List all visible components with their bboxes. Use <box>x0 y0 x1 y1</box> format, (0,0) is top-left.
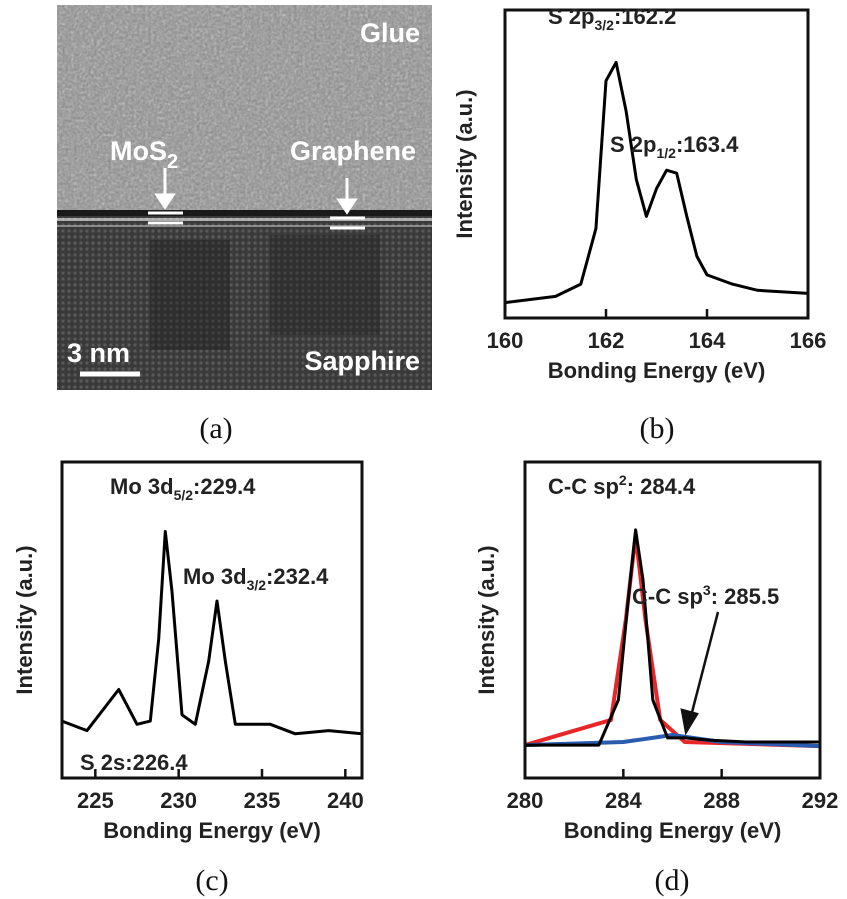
x-tick-label: 235 <box>244 788 281 813</box>
annotation: C-C sp3: 285.5 <box>632 582 779 609</box>
annotation-value: :163.4 <box>676 132 739 157</box>
x-tick-label: 160 <box>487 328 524 353</box>
annotation: Mo 3d3/2:232.4 <box>183 564 329 593</box>
y-axis-label: Intensity (a.u.) <box>452 89 477 238</box>
annotation: S 2p3/2:162.2 <box>548 4 676 33</box>
annotation-value: : 284.4 <box>627 474 696 499</box>
annotation-text: C-C sp <box>548 474 619 499</box>
panel-label: (b) <box>640 412 675 445</box>
annotation-sup: 2 <box>619 472 627 488</box>
annotation: C-C sp2: 284.4 <box>548 472 696 499</box>
x-tick-label: 280 <box>507 788 544 813</box>
annotation-sub: 3/2 <box>594 17 614 33</box>
plot-frame <box>505 10 808 318</box>
annotation-sup: 3 <box>703 582 711 598</box>
data-line <box>525 535 820 746</box>
data-line <box>62 532 362 734</box>
annotation-text: S 2p <box>548 4 594 29</box>
label-sapphire: Sapphire <box>304 346 420 376</box>
annotation: Mo 3d5/2:229.4 <box>110 474 256 503</box>
annotation-value: :232.4 <box>266 564 329 589</box>
label-text: MoS <box>110 136 167 166</box>
annotation-sub: 5/2 <box>174 487 194 503</box>
y-axis-label: Intensity (a.u.) <box>12 545 37 694</box>
label-graphene: Graphene <box>290 136 416 166</box>
x-tick-label: 225 <box>77 788 114 813</box>
y-axis-label: Intensity (a.u.) <box>474 545 499 694</box>
x-tick-label: 166 <box>790 328 827 353</box>
panel-label: (c) <box>195 864 228 897</box>
panel-label: (d) <box>655 864 690 897</box>
label-glue: Glue <box>360 18 420 48</box>
data-line <box>505 62 808 302</box>
annotation-text: Mo 3d <box>183 564 247 589</box>
x-tick-label: 162 <box>588 328 625 353</box>
annotation-text: C-C sp <box>632 584 703 609</box>
annotation: S 2p1/2:163.4 <box>610 132 739 161</box>
x-tick-label: 292 <box>802 788 839 813</box>
x-tick-label: 240 <box>327 788 364 813</box>
tem-image: Glue MoS2 Graphene 3 nm Sapphire <box>57 5 432 390</box>
annotation-value: :162.2 <box>614 4 676 29</box>
label-sub: 2 <box>167 151 178 173</box>
annotation-text: S 2s:226.4 <box>80 750 188 775</box>
x-axis-label: Bonding Energy (eV) <box>548 358 766 383</box>
annotation-sub: 1/2 <box>656 145 676 161</box>
annotation-text: S 2p <box>610 132 656 157</box>
x-axis-label: Bonding Energy (eV) <box>564 818 782 843</box>
x-axis-label: Bonding Energy (eV) <box>103 818 321 843</box>
data-line <box>525 530 820 745</box>
x-tick-label: 164 <box>689 328 726 353</box>
annotation-sub: 3/2 <box>247 577 267 593</box>
x-tick-label: 288 <box>703 788 740 813</box>
annotation-value: : 285.5 <box>711 584 780 609</box>
panel-label: (a) <box>199 412 232 445</box>
x-tick-label: 284 <box>605 788 642 813</box>
arrow <box>682 612 718 732</box>
annotation-value: :229.4 <box>193 474 256 499</box>
annotation-text: Mo 3d <box>110 474 174 499</box>
annotation: S 2s:226.4 <box>80 750 188 775</box>
scale-bar-label: 3 nm <box>67 338 130 368</box>
figure: Glue MoS2 Graphene 3 nm Sapphire (a) (b)… <box>0 0 847 899</box>
x-tick-label: 230 <box>160 788 197 813</box>
